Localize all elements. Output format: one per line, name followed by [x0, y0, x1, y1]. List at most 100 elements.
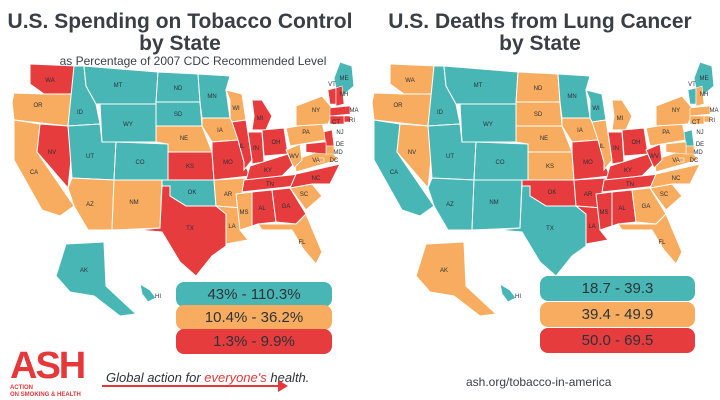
tagline-pre: Global action for — [106, 370, 205, 385]
ash-logo-letters: ASH — [10, 345, 86, 387]
left-label-ma: MA — [350, 108, 359, 114]
left-label-id: ID — [77, 110, 84, 116]
right-state-il — [591, 119, 613, 172]
left-label-pa: PA — [302, 130, 310, 136]
left-label-wi: WI — [232, 106, 240, 112]
right-legend-high: 50.0 - 69.5 — [540, 328, 695, 353]
left-label-va: VA — [312, 158, 320, 164]
left-legend-mid: 10.4% - 36.2% — [176, 305, 332, 330]
right-label-ma: MA — [710, 108, 719, 114]
right-state-al — [611, 189, 637, 227]
right-label-az: AZ — [446, 202, 454, 208]
left-label-ca: CA — [30, 170, 38, 176]
left-legend-high: 43% - 110.3% — [176, 282, 332, 307]
right-label-in: IN — [613, 146, 619, 152]
left-title-line1: U.S. Spending on Tobacco Control — [7, 10, 353, 33]
right-label-or: OR — [394, 103, 404, 109]
left-state-ct — [329, 115, 345, 125]
tagline-highlight: everyone's — [204, 370, 267, 385]
right-label-la: LA — [588, 224, 595, 230]
right-label-nm: NM — [489, 200, 498, 206]
right-label-me: ME — [700, 76, 709, 82]
right-label-il: IL — [599, 144, 605, 150]
right-state-dc — [677, 157, 685, 163]
right-label-id: ID — [437, 110, 444, 116]
right-label-dc: DC — [690, 158, 699, 164]
left-state-nv — [36, 123, 73, 190]
ash-logo-org: ON SMOKING & HEALTH — [10, 392, 81, 398]
left-label-nj: NJ — [336, 130, 343, 136]
left-state-hi — [139, 282, 157, 303]
left-label-al: AL — [258, 206, 266, 212]
left-title-line2: by State — [139, 32, 221, 55]
left-label-sd: SD — [174, 112, 183, 118]
right-label-tn: TN — [626, 182, 634, 188]
right-label-ne: NE — [540, 136, 548, 142]
left-label-wv: WV — [289, 154, 299, 160]
left-label-ak: AK — [80, 268, 88, 274]
left-label-az: AZ — [86, 202, 94, 208]
left-state-mi — [251, 99, 273, 131]
right-label-wy: WY — [483, 122, 493, 128]
left-label-nc: NC — [312, 176, 321, 182]
right-label-mt: MT — [474, 83, 483, 89]
right-label-sd: SD — [534, 112, 543, 118]
left-label-sc: SC — [300, 192, 309, 198]
right-label-wi: WI — [592, 106, 600, 112]
left-label-hi: HI — [155, 294, 161, 300]
right-state-fl — [617, 213, 683, 265]
left-label-ia: IA — [217, 128, 223, 134]
tagline-arrow-line — [102, 385, 280, 387]
left-label-ny: NY — [312, 108, 320, 114]
left-state-ky — [245, 153, 297, 181]
right-label-va: VA — [672, 158, 680, 164]
tagline-arrow-head — [278, 380, 288, 392]
left-label-nh: NH — [340, 92, 349, 98]
right-label-ri: RI — [709, 118, 715, 124]
ash-tagline: Global action for everyone's health. — [106, 370, 309, 385]
left-state-wv — [285, 143, 303, 169]
left-label-wy: WY — [123, 122, 133, 128]
left-legend-low: 1.3% - 9.9% — [176, 329, 332, 354]
left-label-nm: NM — [129, 200, 138, 206]
left-label-in: IN — [253, 146, 259, 152]
right-title-line2: by State — [499, 32, 581, 55]
left-state-fl — [257, 213, 323, 265]
left-label-ct: CT — [332, 120, 340, 126]
left-label-ut: UT — [86, 154, 94, 160]
left-label-ky: KY — [264, 168, 272, 174]
right-label-co: CO — [496, 160, 505, 166]
left-label-md: MD — [333, 150, 343, 156]
right-us-map: WA OR CA ID NV UT AZ MT WY CO NM ND SD NE KS OK TX MN IA MO… — [371, 61, 719, 317]
right-label-ks: KS — [546, 164, 554, 170]
right-label-md: MD — [693, 150, 703, 156]
right-label-fl: FL — [658, 240, 666, 246]
footer-url-link[interactable]: ash.org/tobacco-in-america — [466, 375, 612, 389]
left-map-title: U.S. Spending on Tobacco Control by Stat… — [0, 11, 360, 55]
right-label-tx: TX — [546, 226, 554, 232]
right-state-ma — [689, 105, 711, 117]
right-map-title: U.S. Deaths from Lung Cancer by State — [360, 11, 720, 55]
right-label-ms: MS — [600, 210, 609, 216]
right-label-oh: OH — [632, 140, 641, 146]
right-label-ak: AK — [440, 268, 448, 274]
left-map-subtitle: as Percentage of 2007 CDC Recommended Le… — [59, 54, 327, 68]
right-label-ct: CT — [692, 120, 700, 126]
right-state-tx — [497, 185, 587, 277]
left-label-ga: GA — [282, 204, 291, 210]
left-us-map: WA OR CA ID NV UT AZ MT WY CO NM ND SD NE KS OK TX MN IA MO… — [11, 61, 359, 317]
right-state-ak — [415, 241, 498, 317]
left-state-ma — [329, 105, 351, 117]
right-state-nv — [396, 123, 433, 190]
right-label-ca: CA — [390, 170, 398, 176]
left-state-ak — [55, 241, 138, 317]
left-state-vt — [327, 87, 337, 105]
right-label-nc: NC — [672, 176, 681, 182]
right-state-ct — [689, 115, 705, 125]
right-label-nh: NH — [700, 92, 709, 98]
left-state-dc — [317, 157, 325, 163]
left-label-ne: NE — [180, 136, 188, 142]
right-state-ky — [605, 153, 657, 181]
left-state-nc — [289, 163, 341, 189]
left-label-ok: OK — [188, 190, 197, 196]
